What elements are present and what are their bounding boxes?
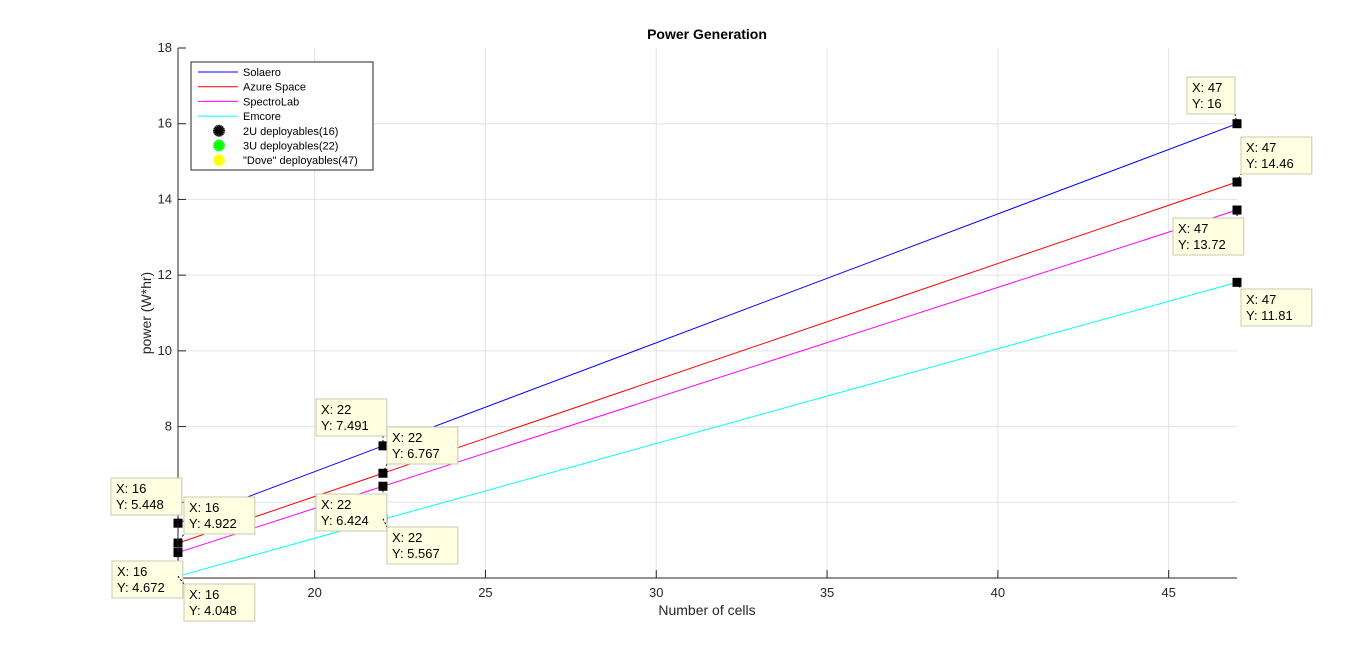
datatip-x-text: X: 47 <box>1246 140 1276 155</box>
y-tick-label: 14 <box>158 191 172 206</box>
datatip-y-text: Y: 7.491 <box>321 418 369 433</box>
datatip-x-text: X: 47 <box>1192 80 1222 95</box>
marker-stroke <box>215 124 223 137</box>
y-axis-label: power (W*hr) <box>138 272 154 354</box>
datatip-y-text: Y: 16 <box>1192 96 1222 111</box>
legend-entry-label[interactable]: 2U deployables(16) <box>243 126 338 138</box>
datatip-x-text: X: 16 <box>116 481 146 496</box>
legend-entry-label[interactable]: "Dove" deployables(47) <box>243 155 358 167</box>
legend[interactable]: Solaero Azure Space SpectroLab Emcore 2U dep… <box>190 61 374 171</box>
datatip-y-text: Y: 6.767 <box>392 446 440 461</box>
datatip-box <box>315 398 388 437</box>
datatip-box <box>1240 136 1313 175</box>
chart-title: Power Generation <box>647 26 767 42</box>
x-tick-label: 30 <box>649 585 663 600</box>
tick-marks <box>178 47 1170 578</box>
datatip-x-text: X: 16 <box>117 564 147 579</box>
legend-entry-label[interactable]: SpectroLab <box>243 96 299 108</box>
datatip-box <box>111 560 184 599</box>
x-tick-label: 35 <box>820 585 834 600</box>
datatip: X: 22Y: 6.424 <box>315 486 388 532</box>
x-tick-label: 45 <box>1161 585 1175 600</box>
datatip-y-text: Y: 4.672 <box>117 580 165 595</box>
datatip-y-text: Y: 13.72 <box>1178 237 1226 252</box>
datatip-y-text: Y: 14.46 <box>1246 156 1294 171</box>
datatip-x-text: X: 16 <box>189 587 219 602</box>
datatip-x-text: X: 22 <box>321 497 351 512</box>
legend-entry-label[interactable]: 3U deployables(22) <box>243 141 338 153</box>
datatip: X: 47Y: 16 <box>1186 76 1238 124</box>
datatip-box <box>386 526 459 565</box>
datatip: X: 22Y: 6.767 <box>382 426 459 474</box>
legend-marker-swatch <box>213 139 225 152</box>
datatip-box <box>1186 76 1236 115</box>
datatip-y-text: Y: 11.81 <box>1246 308 1293 323</box>
datatip: X: 16Y: 5.448 <box>110 477 183 524</box>
datatip-box <box>183 496 256 535</box>
legend-entry-label[interactable]: Emcore <box>243 111 281 123</box>
datatip-box <box>110 477 183 516</box>
datatip-y-text: Y: 4.922 <box>189 516 237 531</box>
datatip-y-text: Y: 5.567 <box>392 546 440 561</box>
y-tick-labels: 8 10 12 14 16 18 <box>158 40 172 434</box>
datatip-leader <box>382 518 388 528</box>
x-tick-label: 20 <box>307 585 321 600</box>
datatip: X: 16Y: 4.672 <box>111 552 184 599</box>
datatip-x-text: X: 22 <box>392 430 422 445</box>
y-tick-label: 12 <box>158 267 172 282</box>
datatip-box <box>183 583 256 622</box>
datatip: X: 16Y: 4.922 <box>177 496 256 544</box>
datatip: X: 22Y: 7.491 <box>315 398 388 446</box>
series-line-solaero <box>177 123 1238 524</box>
datatip-leader <box>177 575 185 585</box>
datatip-x-text: X: 47 <box>1246 292 1276 307</box>
datatip: X: 22Y: 5.567 <box>382 518 459 565</box>
legend-entry-label[interactable]: Azure Space <box>243 82 306 94</box>
series-line-azure-space <box>177 181 1238 544</box>
datatip-y-text: Y: 5.448 <box>116 497 164 512</box>
datatip-point <box>1232 119 1242 129</box>
datatip-box <box>1240 288 1313 327</box>
y-tick-label: 18 <box>158 40 172 55</box>
datatip-box <box>1172 217 1245 256</box>
datatip: X: 47Y: 13.72 <box>1172 210 1245 256</box>
datatip-leader <box>1236 173 1242 183</box>
datatip-leader <box>1236 282 1242 290</box>
x-axis-label: Number of cells <box>658 602 755 618</box>
datatip: X: 47Y: 14.46 <box>1236 136 1313 183</box>
datatip-leader <box>1234 113 1238 124</box>
datatip-box <box>315 493 388 532</box>
datatip-x-text: X: 16 <box>189 500 219 515</box>
datatip-x-text: X: 22 <box>392 530 422 545</box>
datatip-x-text: X: 47 <box>1178 221 1208 236</box>
marker-stroke <box>215 139 223 152</box>
marker-stroke <box>215 154 223 167</box>
y-tick-label: 10 <box>158 343 172 358</box>
legend-entry-label[interactable]: Solaero <box>243 67 281 79</box>
datatip-y-text: Y: 6.424 <box>321 513 369 528</box>
x-tick-label: 40 <box>991 585 1005 600</box>
datatip-box <box>386 426 459 465</box>
datatip: X: 47Y: 11.81 <box>1236 282 1313 327</box>
datatip: X: 16Y: 4.048 <box>177 575 256 622</box>
datatip-x-text: X: 22 <box>321 402 351 417</box>
y-tick-label: 8 <box>165 419 172 434</box>
datatip-leader <box>382 463 388 474</box>
y-tick-label: 16 <box>158 116 172 131</box>
datatip-y-text: Y: 4.048 <box>189 603 237 618</box>
legend-marker-swatch <box>213 124 225 137</box>
legend-marker-swatch <box>213 154 225 167</box>
x-tick-label: 25 <box>478 585 492 600</box>
datatip-leader <box>177 533 185 544</box>
x-tick-labels: 20 25 30 35 40 45 <box>307 585 1176 600</box>
